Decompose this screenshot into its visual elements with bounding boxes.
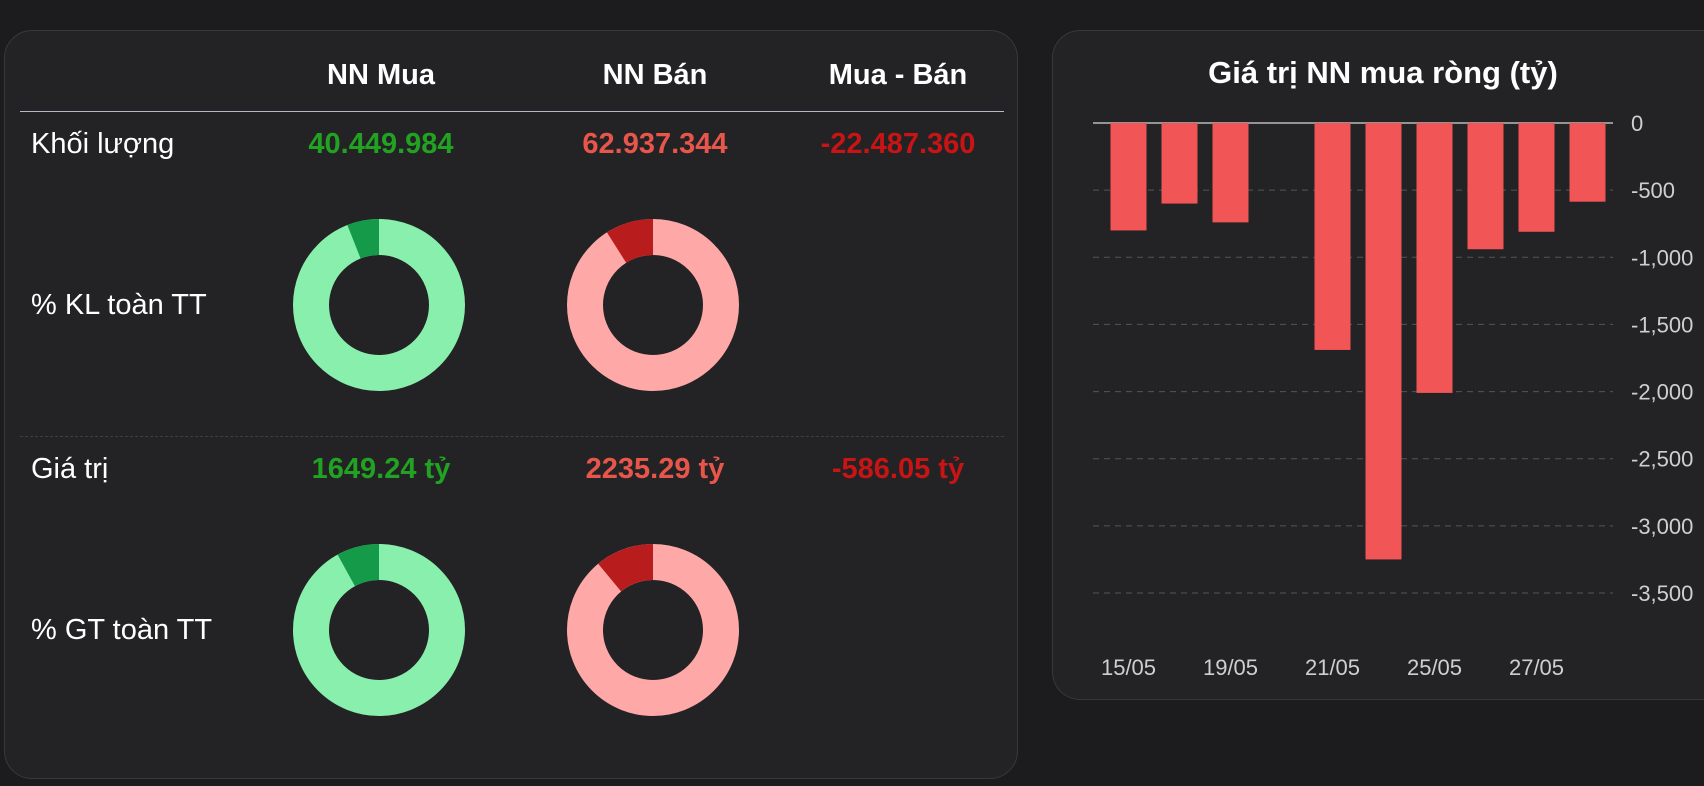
volume-buy-donut-share — [347, 219, 379, 259]
header-mua-ban: Mua - Bán — [828, 59, 968, 91]
label-kl-toan-tt: % KL toàn TT — [31, 289, 207, 321]
y-tick-label: -500 — [1631, 178, 1675, 203]
x-tick-label: 15/05 — [1101, 655, 1156, 680]
value-buy-value: 1649.24 tỷ — [311, 453, 451, 485]
volume-sell-donut — [567, 219, 739, 391]
bar-16-05[interactable] — [1161, 123, 1198, 204]
value-net-value: -586.05 tỷ — [831, 453, 965, 485]
value-sell-donut-share — [598, 544, 653, 592]
x-tick-label: 21/05 — [1305, 655, 1360, 680]
value-buy-donut-share — [337, 544, 379, 587]
bar-21-05[interactable] — [1314, 123, 1351, 350]
volume-buy-donut-rest — [293, 219, 465, 391]
bar-19-05[interactable] — [1212, 123, 1249, 223]
volume-sell-donut-rest — [567, 219, 739, 391]
row-divider — [20, 436, 1004, 438]
y-tick-label: -2,500 — [1631, 447, 1693, 472]
value-sell-donut — [567, 544, 739, 716]
value-buy-donut-rest — [293, 544, 465, 716]
x-tick-label: 27/05 — [1509, 655, 1564, 680]
y-tick-label: -3,000 — [1631, 514, 1693, 539]
x-tick-label: 25/05 — [1407, 655, 1462, 680]
header-divider — [20, 111, 1004, 112]
bar-25-05[interactable] — [1416, 123, 1453, 393]
bar-26-05[interactable] — [1467, 123, 1504, 250]
bar-28-05[interactable] — [1569, 123, 1606, 202]
y-tick-label: 0 — [1631, 111, 1643, 136]
foreign-trading-summary-panel: NN Mua NN Bán Mua - Bán Khối lượng 40.44… — [4, 30, 1018, 779]
x-tick-label: 19/05 — [1203, 655, 1258, 680]
y-tick-label: -2,000 — [1631, 380, 1693, 405]
bar-22-05[interactable] — [1365, 123, 1402, 560]
volume-buy-value: 40.449.984 — [308, 128, 454, 160]
header-nn-mua: NN Mua — [327, 59, 435, 91]
label-khoi-luong: Khối lượng — [31, 128, 175, 160]
chart-title: Giá trị NN mua ròng (tỷ) — [1208, 55, 1558, 90]
value-buy-donut — [293, 544, 465, 716]
net-buy-chart-panel: Giá trị NN mua ròng (tỷ) 0 -500 -1,000 -1,5… — [1052, 30, 1704, 700]
volume-sell-donut-share — [606, 219, 653, 263]
bar-27-05[interactable] — [1518, 123, 1555, 232]
volume-buy-donut — [293, 219, 465, 391]
value-sell-donut-rest — [567, 544, 739, 716]
y-tick-label: -3,500 — [1631, 581, 1693, 606]
volume-net-value: -22.487.360 — [820, 128, 976, 160]
label-gt-toan-tt: % GT toàn TT — [31, 614, 213, 646]
value-sell-value: 2235.29 tỷ — [585, 453, 725, 485]
y-tick-label: -1,000 — [1631, 245, 1693, 270]
volume-sell-value: 62.937.344 — [582, 128, 728, 160]
header-nn-ban: NN Bán — [602, 59, 708, 91]
bar-15-05[interactable] — [1110, 123, 1147, 231]
y-tick-label: -1,500 — [1631, 312, 1693, 337]
label-gia-tri: Giá trị — [31, 453, 109, 485]
net-buy-bar-chart: 0 -500 -1,000 -1,500 -2,000 -2,500 -3,000 -3,50… — [1093, 111, 1693, 680]
